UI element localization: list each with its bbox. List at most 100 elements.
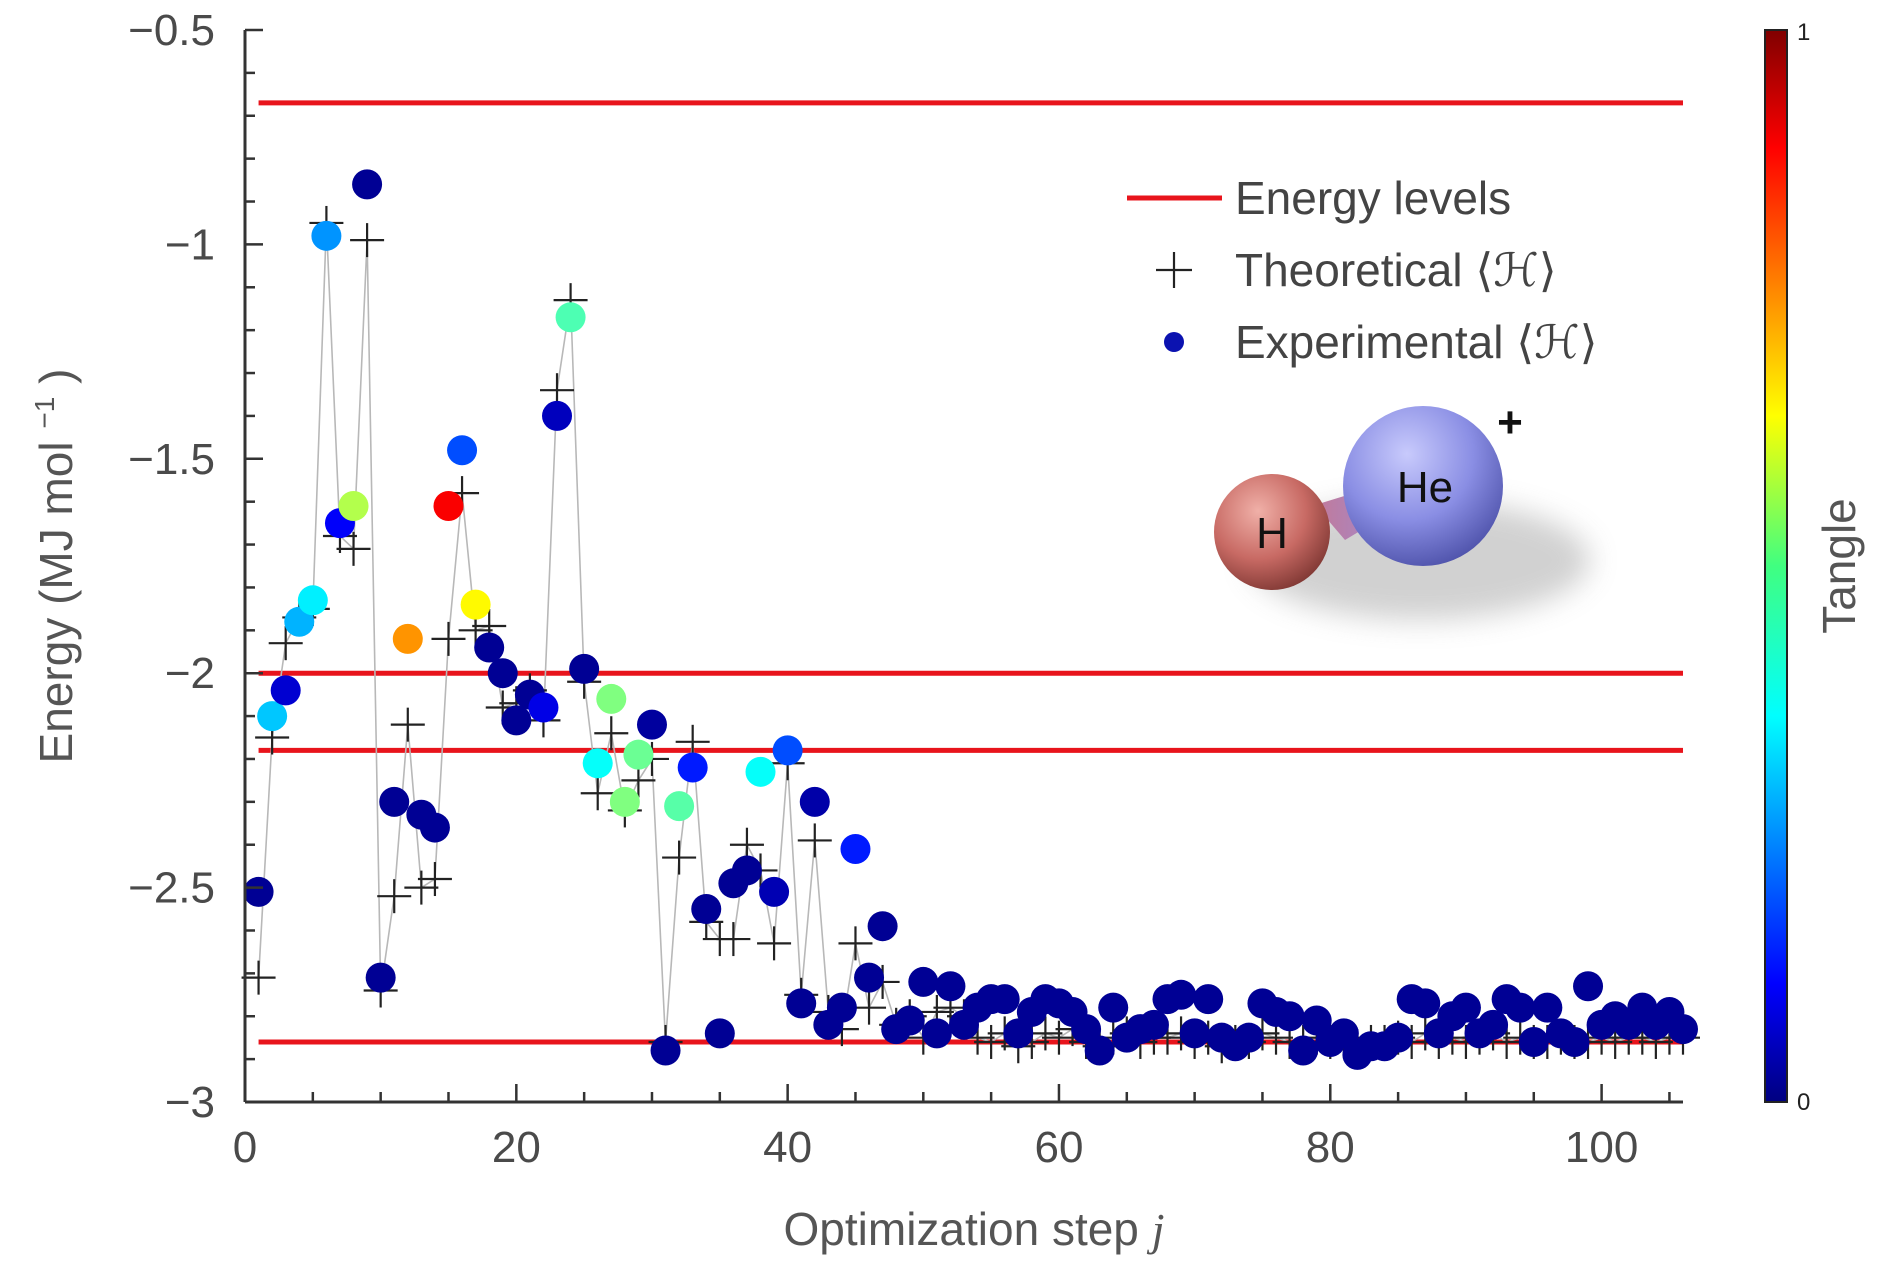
experimental-point [352,169,383,200]
experimental-point [1084,1035,1115,1066]
y-ticks: −3 −2.5 −2 −1.5 −1 −0.5 [128,6,263,1127]
experimental-point [894,1005,925,1036]
legend-theoretical-swatch [1156,252,1192,288]
colorbar-max-label: 1 [1797,19,1810,46]
colorbar-title: Tangle [1813,498,1865,634]
theoretical-point [241,960,276,995]
experimental-point [867,911,898,942]
experimental-point [297,585,328,616]
experimental-point [1532,992,1563,1023]
experimental-point [772,735,803,766]
experimental-point [460,589,491,620]
theoretical-point [390,707,425,742]
experimental-point [433,490,464,521]
experimental-point [419,812,450,843]
x-tick-label: 20 [492,1123,541,1172]
x-tick-label: 0 [233,1123,257,1172]
experimental-point [664,791,695,822]
hydrogen-atom [1214,474,1330,590]
theoretical-point [580,776,615,811]
experimental-point [609,786,640,817]
experimental-point [759,876,790,907]
theoretical-point [852,990,887,1025]
plot-area [241,100,1700,1070]
y-axis-title-close: ) [30,369,82,384]
experimental-point [257,701,288,732]
experimental-point [569,653,600,684]
experimental-point [799,786,830,817]
experimental-point [1559,1026,1590,1057]
theoretical-point [350,223,385,258]
experimental-point [284,606,315,637]
experimental-point [365,962,396,993]
experimental-point [1573,971,1604,1002]
experimental-point [1138,1009,1169,1040]
experimental-point [854,962,885,993]
experimental-point [1233,1022,1264,1053]
experimental-point [826,992,857,1023]
experimental-point [1003,1018,1034,1049]
theoretical-point [838,926,873,961]
experimental-point [935,971,966,1002]
y-axis-title-sup: −1 [29,397,60,429]
theoretical-point [377,879,412,914]
x-tick-label: 100 [1565,1123,1638,1172]
experimental-point [1478,1009,1509,1040]
experimental-point [1193,984,1224,1015]
experimental-point [989,984,1020,1015]
x-ticks: 0 20 40 60 80 100 [233,1084,1671,1172]
theoretical-point [336,531,371,566]
theoretical-point [716,922,751,957]
experimental-point [392,623,423,654]
x-axis-title-var: j [1147,1204,1165,1255]
theoretical-point [404,870,439,905]
experimental-point [528,692,559,723]
experimental-point [1301,1005,1332,1036]
y-tick-label: −1.5 [128,435,215,484]
experimental-point [1071,1014,1102,1045]
experimental-point [1410,988,1441,1019]
y-tick-label: −2 [165,649,215,698]
experimental-point [487,658,518,689]
heh-plus-molecule-illustration: H He + [1214,398,1590,620]
experimental-points [243,169,1698,1070]
experimental-point [786,988,817,1019]
experimental-point [338,490,369,521]
experimental-point [1450,992,1481,1023]
experimental-point [1518,1026,1549,1057]
theoretical-point [797,823,832,858]
hydrogen-label: H [1256,509,1288,558]
theoretical-point [757,926,792,961]
experimental-point [1328,1018,1359,1049]
experimental-point [921,1018,952,1049]
y-tick-label: −2.5 [128,864,215,913]
experimental-point [745,756,776,787]
theoretical-point [431,621,466,656]
theoretical-point [662,840,697,875]
experimental-point [677,752,708,783]
experimental-point [636,709,667,740]
y-axis-title: Energy (MJ mol −1 ) [12,369,82,764]
experimental-point [542,400,573,431]
experimental-point [474,632,505,663]
theoretical-point [1028,1016,1063,1051]
axes: 0 20 40 60 80 100 −3 −2.5 −2 −1.5 −1 −0.5 [128,6,1683,1172]
theoretical-point [417,862,452,897]
experimental-point [1383,1022,1414,1053]
experimental-point [582,748,613,779]
x-tick-label: 80 [1306,1123,1355,1172]
experimental-point [555,302,586,333]
theoretical-point [268,626,303,661]
y-tick-label: −1 [165,220,215,269]
experimental-point [1098,992,1129,1023]
colorbar: 1 0 Tangle [1764,19,1865,1116]
legend-label-energy-levels: Energy levels [1235,172,1511,224]
charge-label: + [1497,398,1523,447]
experimental-point [908,966,939,997]
experimental-point [623,739,654,770]
legend-label-theoretical: Theoretical ⟨ℋ⟩ [1235,244,1557,296]
y-tick-label: −3 [165,1078,215,1127]
y-axis-title-text: Energy (MJ mol [30,441,82,763]
x-tick-label: 40 [763,1123,812,1172]
